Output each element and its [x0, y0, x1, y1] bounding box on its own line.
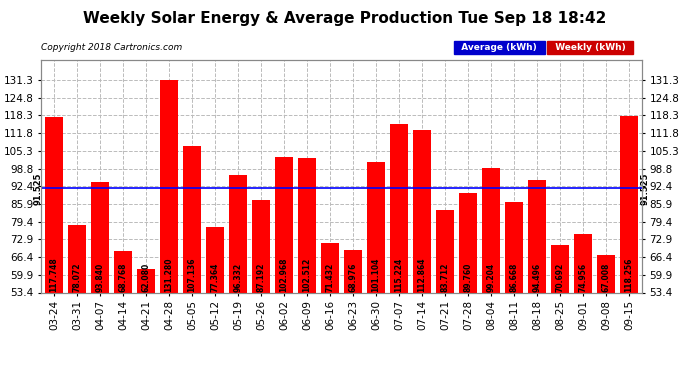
Bar	[46, 117, 63, 292]
Text: 107.136: 107.136	[188, 257, 197, 292]
Bar	[551, 245, 569, 292]
Text: 62.080: 62.080	[141, 262, 150, 292]
Text: 86.668: 86.668	[509, 262, 519, 292]
Text: 101.104: 101.104	[371, 257, 381, 292]
Text: 117.748: 117.748	[50, 257, 59, 292]
Bar	[68, 225, 86, 292]
Bar	[275, 157, 293, 292]
Text: 131.280: 131.280	[164, 257, 174, 292]
Bar	[322, 243, 339, 292]
Text: 91.525: 91.525	[34, 172, 43, 205]
Bar	[482, 168, 500, 292]
Bar	[229, 176, 246, 292]
Text: 102.512: 102.512	[302, 257, 312, 292]
Text: Weekly Solar Energy & Average Production Tue Sep 18 18:42: Weekly Solar Energy & Average Production…	[83, 11, 607, 26]
Bar	[620, 116, 638, 292]
Bar	[391, 124, 408, 292]
Bar	[574, 234, 591, 292]
Bar	[529, 180, 546, 292]
Bar	[460, 193, 477, 292]
Text: 99.204: 99.204	[486, 262, 495, 292]
Text: 68.768: 68.768	[119, 262, 128, 292]
Text: 87.192: 87.192	[257, 262, 266, 292]
Text: 67.008: 67.008	[602, 262, 611, 292]
Text: 96.332: 96.332	[233, 262, 243, 292]
Text: 83.712: 83.712	[440, 262, 450, 292]
Bar	[137, 269, 155, 292]
Bar	[344, 250, 362, 292]
Text: 91.525: 91.525	[640, 172, 649, 205]
Text: 93.840: 93.840	[95, 262, 105, 292]
Text: 77.364: 77.364	[210, 262, 219, 292]
Bar	[184, 146, 201, 292]
Bar	[253, 200, 270, 292]
Text: Copyright 2018 Cartronics.com: Copyright 2018 Cartronics.com	[41, 43, 183, 52]
Bar	[598, 255, 615, 292]
Bar	[91, 182, 108, 292]
Bar	[206, 227, 224, 292]
Text: 70.692: 70.692	[555, 262, 564, 292]
Bar	[367, 162, 385, 292]
Text: 94.496: 94.496	[533, 262, 542, 292]
Text: 112.864: 112.864	[417, 257, 426, 292]
Text: 71.432: 71.432	[326, 262, 335, 292]
Bar	[115, 251, 132, 292]
Text: Weekly (kWh): Weekly (kWh)	[549, 43, 631, 52]
Text: 78.072: 78.072	[72, 262, 81, 292]
Text: 68.976: 68.976	[348, 262, 357, 292]
Text: 118.256: 118.256	[624, 257, 633, 292]
Text: 102.968: 102.968	[279, 257, 288, 292]
Text: Average (kWh): Average (kWh)	[455, 43, 544, 52]
Bar	[413, 130, 431, 292]
Bar	[436, 210, 454, 292]
Bar	[505, 202, 523, 292]
Bar	[160, 80, 177, 292]
Text: 89.760: 89.760	[464, 262, 473, 292]
Text: 115.224: 115.224	[395, 257, 404, 292]
Bar	[298, 159, 315, 292]
Text: 74.956: 74.956	[578, 262, 588, 292]
